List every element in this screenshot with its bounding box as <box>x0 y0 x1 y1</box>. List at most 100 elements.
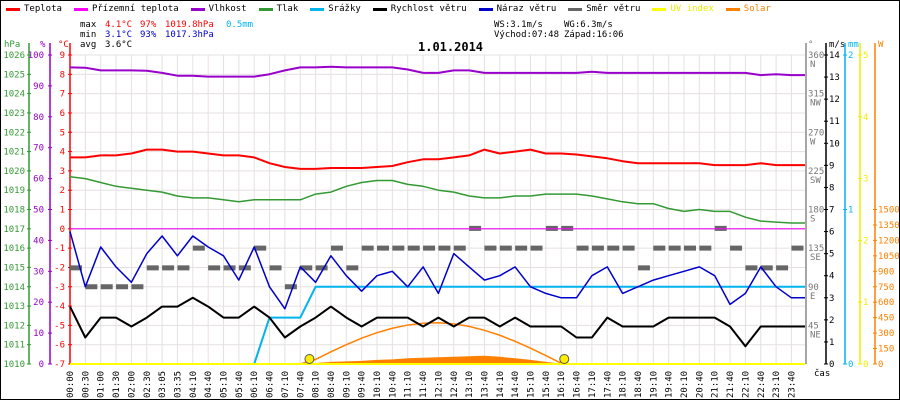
wind-direction-mark <box>177 265 190 271</box>
solar-tick-label: 1500 <box>878 206 900 216</box>
legend-swatch <box>372 7 387 11</box>
solar-max-line <box>300 322 577 365</box>
wind-direction-mark <box>146 265 159 271</box>
wind-tick-label: 1 <box>829 338 834 348</box>
stat-max-rain: 0.5mm <box>226 20 254 30</box>
x-tick-label: 00:30 <box>81 371 91 398</box>
wind-direction-mark <box>576 245 589 251</box>
wind-direction-mark <box>254 245 267 251</box>
humidity-tick-label: 20 <box>33 298 44 308</box>
wind-direction-mark <box>392 245 405 251</box>
humidity-tick-label: 90 <box>33 82 44 92</box>
x-tick-label: 13:10 <box>465 371 475 398</box>
solar-area <box>70 355 792 364</box>
wind-direction-mark <box>515 245 528 251</box>
sun-marker <box>304 354 315 364</box>
legend-swatch <box>652 7 667 11</box>
x-tick-label: 02:30 <box>143 371 153 398</box>
temperature-tick-label: 8 <box>60 70 65 80</box>
x-tick-label: 19:40 <box>665 371 675 398</box>
uv-tick-label: 5 <box>863 51 868 61</box>
x-tick-label: 13:40 <box>480 371 490 398</box>
temperature-tick-label: -7 <box>54 360 65 370</box>
temperature-tick-label: 0 <box>60 225 65 235</box>
wind-direction-mark <box>361 245 374 251</box>
x-tick-label: 16:10 <box>557 371 567 398</box>
x-axis-label: čas <box>814 368 830 379</box>
wind-direction-mark <box>116 284 129 290</box>
humidity-tick-label: 60 <box>33 175 44 185</box>
wind-tick-label: 11 <box>829 117 840 127</box>
x-tick-label: 12:10 <box>434 371 444 398</box>
solar-tick-label: 450 <box>878 314 894 324</box>
legend-label: Přízemní teplota <box>91 4 179 14</box>
compass-label: W <box>810 137 816 147</box>
wind-direction-mark <box>407 245 420 251</box>
legend-swatch <box>258 7 273 11</box>
humidity-tick-label: 50 <box>33 206 44 216</box>
uv-tick-label: 0 <box>863 360 868 370</box>
wind-direction-mark <box>637 265 650 271</box>
temperature-tick-label: 9 <box>60 51 65 61</box>
legend-label: Směr větru <box>586 4 641 14</box>
x-tick-label: 18:10 <box>619 371 629 398</box>
wind-direction-mark <box>776 265 789 271</box>
x-tick-label: 03:35 <box>173 371 183 398</box>
x-tick-label: 23:40 <box>787 371 797 398</box>
rain-tick-label: 0 <box>848 360 853 370</box>
wind-direction-mark <box>315 265 328 271</box>
temperature-tick-label: 3 <box>60 167 65 177</box>
legend-item: Směr větru <box>568 4 640 14</box>
legend-label: Náraz větru <box>496 4 557 14</box>
temperature-tick-label: -4 <box>54 302 65 312</box>
wind-tick-label: 12 <box>829 95 840 105</box>
x-tick-label: 17:40 <box>603 371 613 398</box>
temperature-tick-label: -6 <box>54 341 65 351</box>
wind-direction-mark <box>300 265 313 271</box>
stat-sunset: Západ:16:06 <box>564 30 624 40</box>
compass-label: E <box>810 292 815 302</box>
legend-swatch <box>190 7 205 11</box>
wind-direction-mark <box>284 284 297 290</box>
x-tick-label: 18:40 <box>634 371 644 398</box>
wind-direction-mark <box>591 245 604 251</box>
x-tick-label: 00:00 <box>66 371 76 398</box>
chart-title: 1.01.2014 <box>418 40 484 54</box>
pressure-tick-label: 1023 <box>3 109 25 119</box>
pressure-tick-label: 1013 <box>3 302 25 312</box>
legend-swatch <box>725 7 740 11</box>
uv-tick-label: 2 <box>863 236 868 246</box>
pressure-tick-label: 1012 <box>3 321 25 331</box>
rain-tick-label: 1 <box>848 206 853 216</box>
wind-direction-mark <box>100 284 113 290</box>
humidity-tick-label: 100 <box>28 51 44 61</box>
solar-tick-label: 900 <box>878 267 894 277</box>
pressure-tick-label: 1021 <box>3 148 25 158</box>
wind-direction-mark <box>653 245 666 251</box>
solar-tick-label: 0 <box>878 360 883 370</box>
stat-wind-speed: WS:3.1m/s <box>494 20 543 30</box>
wind-direction-mark <box>730 245 743 251</box>
humidity-tick-label: 0 <box>39 360 44 370</box>
wind-tick-label: 6 <box>829 228 834 238</box>
solar-axis-unit: W <box>878 40 884 50</box>
compass-label: NW <box>810 99 821 109</box>
solar-tick-label: 1350 <box>878 221 900 231</box>
x-tick-label: 16:40 <box>573 371 583 398</box>
rain-tick-label: 2 <box>848 51 853 61</box>
wind-tick-label: 3 <box>829 294 834 304</box>
x-tick-label: 09:40 <box>358 371 368 398</box>
wind-axis-unit: m/s <box>829 40 845 50</box>
x-tick-label: 05:10 <box>220 371 230 398</box>
x-tick-label: 12:40 <box>450 371 460 398</box>
stat-max-temp: 4.1°C <box>105 20 133 30</box>
legend-swatch <box>310 7 325 11</box>
x-tick-label: 20:10 <box>680 371 690 398</box>
wind-direction-mark <box>622 245 635 251</box>
x-tick-label: 19:10 <box>649 371 659 398</box>
stat-min-temp: 3.1°C <box>105 30 133 40</box>
wind-tick-label: 0 <box>829 360 834 370</box>
x-tick-label: 15:10 <box>527 371 537 398</box>
x-tick-label: 11:10 <box>404 371 414 398</box>
